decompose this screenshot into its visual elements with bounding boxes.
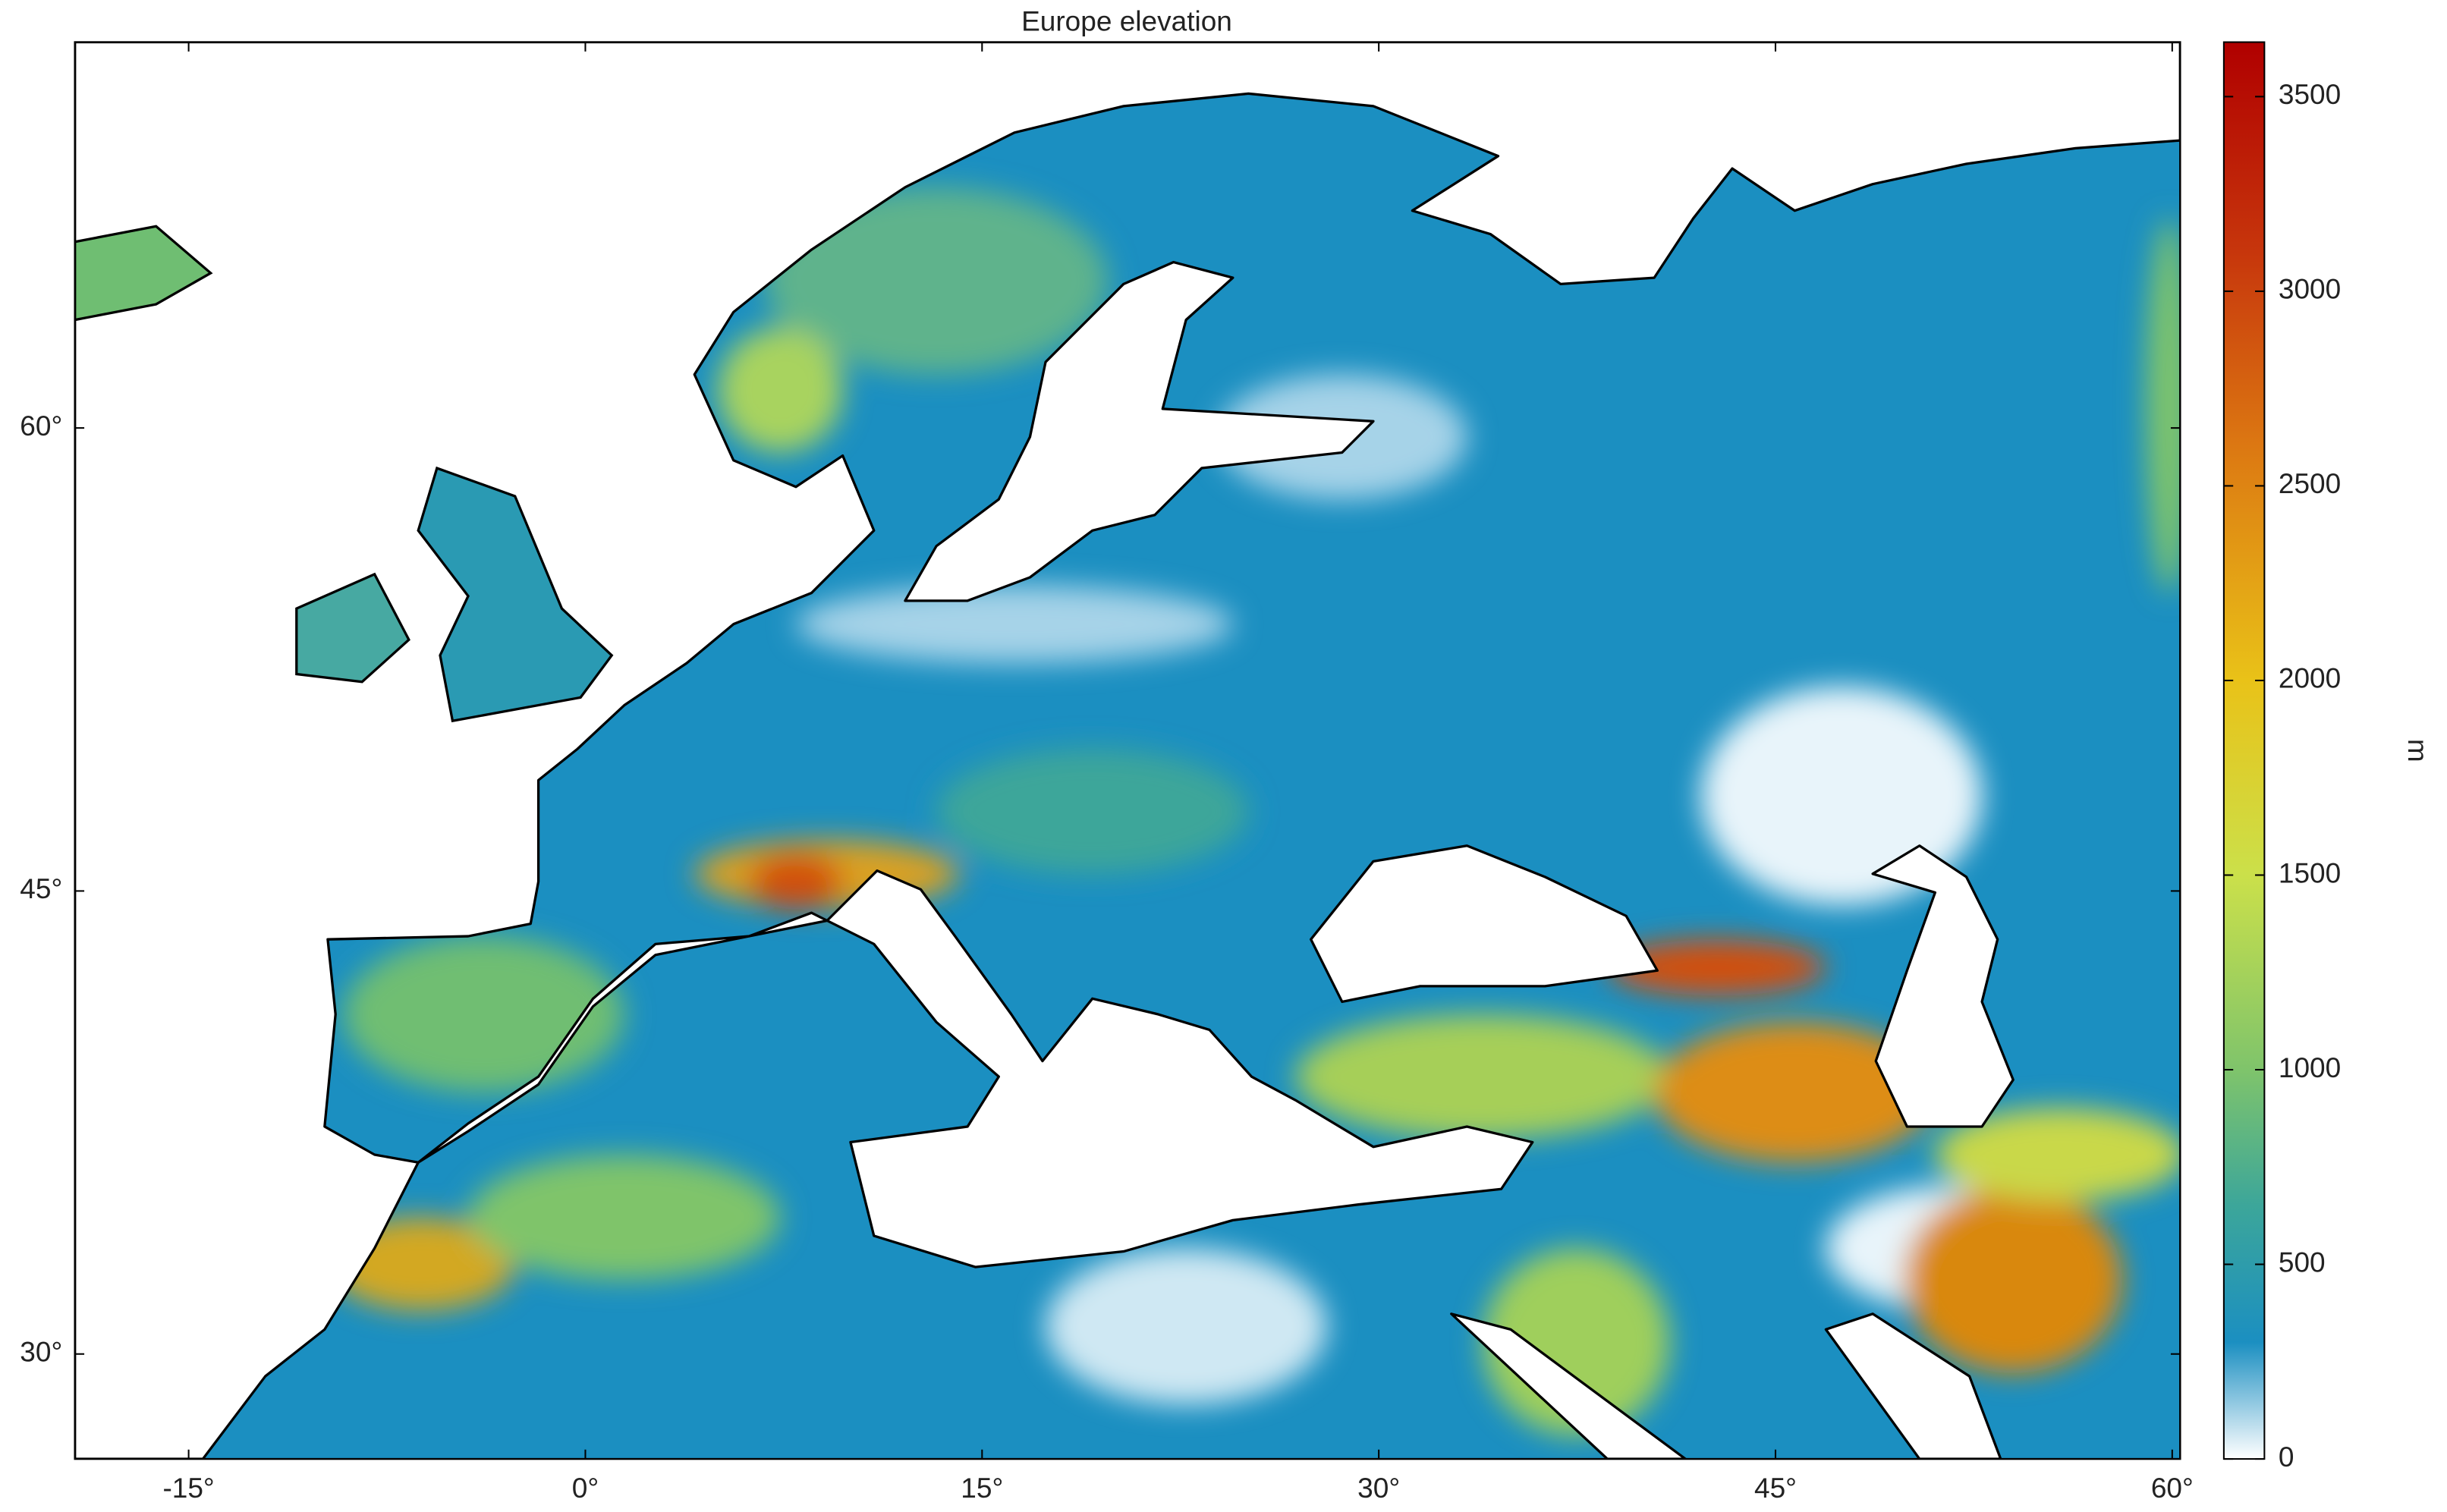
- colorbar-tick-label: 500: [2279, 1246, 2326, 1278]
- colorbar: [2222, 41, 2266, 1460]
- mediterranean-sea: [417, 869, 1534, 1268]
- x-tick-label: 60°: [2151, 1472, 2194, 1504]
- x-tick-label: 0°: [572, 1472, 599, 1504]
- colorbar-tick-label: 1500: [2279, 857, 2341, 888]
- ocean: [74, 42, 2181, 1460]
- x-tick-label: 45°: [1754, 1472, 1797, 1504]
- baltic-sea: [904, 260, 1375, 602]
- relief: [86, 187, 2181, 1436]
- x-tick-label: 15°: [961, 1472, 1003, 1504]
- great-britain: [417, 466, 614, 723]
- x-tick-label: -15°: [162, 1472, 214, 1504]
- caspian-sea: [1871, 844, 2015, 1128]
- y-tick-label: 30°: [20, 1336, 62, 1368]
- chart-title: Europe elevation: [1021, 5, 1232, 37]
- colorbar-tick-label: 0: [2279, 1441, 2294, 1473]
- red-sea: [1450, 1312, 1687, 1460]
- colorbar-tick-label: 3500: [2279, 78, 2341, 110]
- persian-gulf: [1824, 1312, 2002, 1460]
- axes-frame: [74, 41, 2181, 1460]
- elevation-map: [74, 42, 2181, 1460]
- black-sea: [1310, 844, 1659, 1004]
- iceland: [74, 225, 213, 322]
- ireland: [295, 572, 410, 684]
- colorbar-label: m: [2402, 739, 2434, 762]
- colorbar-tick-label: 2000: [2279, 662, 2341, 694]
- colorbar-tick-label: 1000: [2279, 1051, 2341, 1083]
- colorbar-tick-label: 3000: [2279, 273, 2341, 305]
- y-tick-label: 60°: [20, 410, 62, 442]
- colorbar-tick-label: 2500: [2279, 467, 2341, 499]
- x-tick-label: 30°: [1357, 1472, 1400, 1504]
- y-tick-label: 45°: [20, 872, 62, 904]
